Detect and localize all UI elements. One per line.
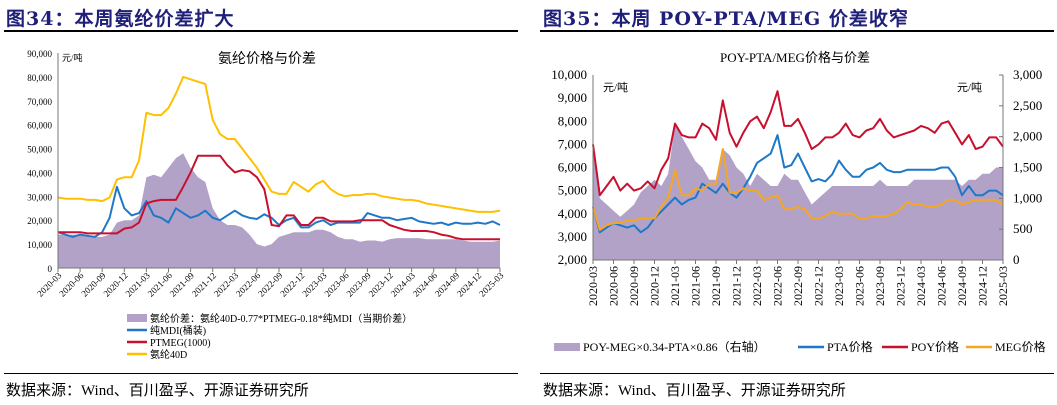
y2-tick-label: 500	[1013, 221, 1033, 236]
y-tick-label: 4,000	[558, 206, 587, 221]
legend-label: MEG价格	[995, 339, 1046, 354]
y2-tick-label: 2,500	[1013, 98, 1042, 113]
legend-swatch	[554, 343, 580, 351]
legend-label: PTMEG(1000)	[150, 338, 211, 349]
x-tick-label: 2020-12	[648, 266, 662, 306]
x-tick-label: 2022-09	[791, 266, 805, 306]
y2-tick-label: 0	[1013, 252, 1020, 267]
left-title-rule	[4, 30, 518, 32]
y2-tick-label: 1,000	[1013, 190, 1042, 205]
left-unit-label: 元/吨	[603, 81, 628, 94]
right-unit-label: 元/吨	[957, 81, 982, 94]
x-tick-label: 2024-03	[914, 266, 928, 306]
y-tick-label: 6,000	[558, 160, 587, 175]
spandex-price-chart: 氨纶价格与价差 0 10,000 20,000 30,000 40,000 50,000 60…	[27, 49, 506, 361]
y-tick-label: 5,000	[558, 183, 587, 198]
y-tick-label: 0	[48, 264, 53, 274]
y-tick-label: 60,000	[27, 121, 52, 131]
y-tick-label: 3,000	[558, 229, 587, 244]
x-tick-label: 2024-09	[955, 266, 969, 306]
x-tick-label: 2021-12	[730, 266, 744, 306]
left-source-note: 数据来源：Wind、百川盈孚、开源证券研究所	[6, 383, 309, 399]
legend-label: POY-MEG×0.34-PTA×0.86（右轴）	[583, 339, 766, 354]
x-tick-label: 2022-03	[750, 266, 764, 306]
x-tick-label: 2022-12	[812, 266, 826, 306]
y2-tick-label: 3,000	[1013, 67, 1042, 82]
right-title-rule	[540, 30, 1054, 32]
y-tick-label: 8,000	[558, 113, 587, 128]
series-area-spread	[58, 153, 500, 268]
y-tick-label: 80,000	[27, 73, 52, 83]
x-tick-label: 2025-03	[996, 266, 1010, 306]
x-tick-label: 2021-03	[668, 266, 682, 306]
right-source-note: 数据来源：Wind、百川盈孚、开源证券研究所	[543, 383, 846, 399]
series-area-spread	[593, 124, 1003, 260]
x-tick-label: 2021-09	[709, 266, 723, 306]
legend-label: POY价格	[911, 339, 959, 354]
left-unit-label: 元/吨	[62, 52, 83, 63]
y-tick-label: 90,000	[27, 49, 52, 59]
y-tick-label: 40,000	[27, 168, 52, 178]
legend-swatch	[127, 314, 147, 322]
poy-pta-meg-chart: POY-PTA/MEG价格与价差 2,000 3,000 4,000 5,000 6,00…	[551, 50, 1046, 354]
y-tick-label: 10,000	[27, 240, 52, 250]
right-source-rule	[540, 373, 1054, 374]
legend-label: 纯MDI(桶装)	[150, 324, 206, 337]
y-tick-label: 30,000	[27, 192, 52, 202]
x-tick-label: 2023-12	[894, 266, 908, 306]
legend-label: 氨纶价差：氨纶40D-0.77*PTMEG-0.18*纯MDI（当期价差）	[150, 312, 412, 325]
series-line-1	[592, 134, 1004, 234]
series-line-3	[57, 75, 501, 213]
x-tick-label: 2020-06	[607, 266, 621, 306]
left-figure-title: 图34：本周氨纶价差扩大	[6, 8, 235, 30]
x-tick-label: 2023-09	[873, 266, 887, 306]
legend-label: PTA价格	[827, 339, 873, 354]
left-source-rule	[4, 373, 518, 374]
y-tick-label: 10,000	[551, 67, 587, 82]
y-tick-label: 50,000	[27, 145, 52, 155]
y2-tick-label: 2,000	[1013, 129, 1042, 144]
x-tick-label: 2024-06	[935, 266, 949, 306]
x-tick-label: 2023-03	[832, 266, 846, 306]
x-tick-label: 2020-03	[586, 266, 600, 306]
x-tick-label: 2021-06	[689, 266, 703, 306]
y-tick-label: 70,000	[27, 97, 52, 107]
y-tick-label: 9,000	[558, 90, 587, 105]
y-tick-label: 20,000	[27, 216, 52, 226]
legend-label: 氨纶40D	[150, 348, 187, 361]
y-tick-label: 7,000	[558, 136, 587, 151]
series-line-3	[592, 148, 1004, 231]
chart-title: POY-PTA/MEG价格与价差	[720, 50, 870, 65]
x-tick-label: 2020-09	[627, 266, 641, 306]
x-tick-label: 2023-06	[853, 266, 867, 306]
x-tick-label: 2024-12	[976, 266, 990, 306]
x-tick-label: 2022-06	[771, 266, 785, 306]
chart-title: 氨纶价格与价差	[218, 51, 316, 67]
y-tick-label: 2,000	[558, 252, 587, 267]
y2-tick-label: 1,500	[1013, 160, 1042, 175]
series-line-2	[592, 90, 1004, 197]
right-figure-title: 图35：本周 POY-PTA/MEG 价差收窄	[543, 8, 909, 30]
series-line-2	[58, 154, 500, 241]
